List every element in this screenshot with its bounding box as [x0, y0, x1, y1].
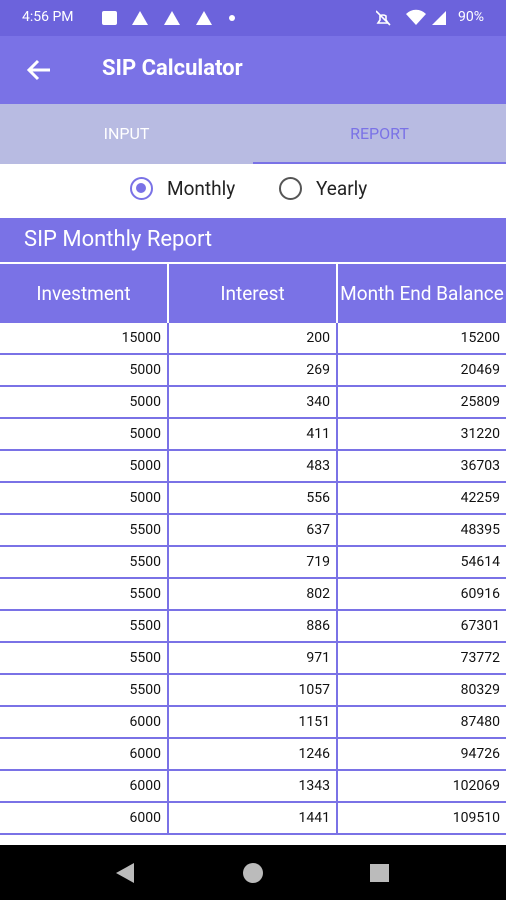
- table-cell: 886: [169, 611, 338, 641]
- table-row: 5000 340 25809: [0, 387, 506, 419]
- radio-monthly[interactable]: Monthly: [130, 177, 235, 200]
- app-bar: SIP Calculator: [0, 36, 506, 104]
- table-cell: 1057: [169, 675, 338, 705]
- app-title: SIP Calculator: [102, 56, 243, 81]
- table-cell: 637: [169, 515, 338, 545]
- table-cell: 5500: [0, 675, 169, 705]
- table-cell: 48395: [460, 522, 500, 538]
- radio-yearly[interactable]: Yearly: [279, 177, 367, 200]
- period-selector: Monthly Yearly: [0, 164, 506, 218]
- table-cell: 6000: [0, 707, 169, 737]
- table-cell: 87480: [460, 714, 500, 730]
- table-cell: 67301: [460, 618, 500, 634]
- table-cell: 73772: [460, 650, 500, 666]
- table-row: 5500 719 54614: [0, 547, 506, 579]
- nav-home[interactable]: [243, 863, 263, 883]
- radio-checked: [130, 177, 153, 200]
- table-cell: 1441: [169, 803, 338, 833]
- table-row: 6000 1343 102069: [0, 771, 506, 803]
- table-cell: 1151: [169, 707, 338, 737]
- table-cell: 6000: [0, 739, 169, 769]
- table-cell: 5500: [0, 515, 169, 545]
- table-row: 5000 483 36703: [0, 451, 506, 483]
- table-cell: 109510: [452, 810, 500, 826]
- table-cell: 5500: [0, 579, 169, 609]
- radio-unchecked: [279, 177, 302, 200]
- table-cell: 31220: [460, 426, 500, 442]
- table-cell: 5000: [0, 483, 169, 513]
- table-row: 6000 1151 87480: [0, 707, 506, 739]
- table-header: Investment Interest Month End Balance: [0, 262, 506, 323]
- table-cell: 20469: [460, 362, 500, 378]
- system-icons: [376, 9, 446, 26]
- table-row: 5500 971 73772: [0, 643, 506, 675]
- table-cell: 6000: [0, 771, 169, 801]
- table-cell: 5000: [0, 451, 169, 481]
- table-row: 15000 200 15200: [0, 323, 506, 355]
- back-button[interactable]: [26, 58, 52, 82]
- status-bar: 4:56 PM 90%: [0, 0, 506, 36]
- nav-buttons: [116, 863, 389, 883]
- notification-icons: [102, 11, 212, 25]
- table-cell: 15200: [460, 330, 500, 346]
- table-cell: 1246: [169, 739, 338, 769]
- table-cell: 36703: [460, 458, 500, 474]
- table-row: 5500 886 67301: [0, 611, 506, 643]
- table-cell: 5500: [0, 547, 169, 577]
- table-cell: 102069: [452, 778, 500, 794]
- table-cell: 54614: [460, 554, 500, 570]
- tab-bar: INPUT REPORT: [0, 104, 506, 164]
- table-row: 5000 269 20469: [0, 355, 506, 387]
- table-cell: 483: [169, 451, 338, 481]
- table-cell: 411: [169, 419, 338, 449]
- table-cell: 6000: [0, 803, 169, 833]
- table-cell: 971: [169, 643, 338, 673]
- table-cell: 5000: [0, 387, 169, 417]
- table-cell: 5000: [0, 419, 169, 449]
- tab-report[interactable]: REPORT: [253, 104, 506, 164]
- dot: [229, 15, 235, 21]
- table-cell: 719: [169, 547, 338, 577]
- table-cell: 5500: [0, 643, 169, 673]
- table-cell: 5500: [0, 611, 169, 641]
- radio-label: Yearly: [316, 177, 368, 200]
- report-title: SIP Monthly Report: [0, 218, 506, 262]
- table-cell: 340: [169, 387, 338, 417]
- table-cell: 25809: [460, 394, 500, 410]
- table-row: 5500 802 60916: [0, 579, 506, 611]
- nav-recents[interactable]: [370, 864, 389, 882]
- table-row: 6000 1246 94726: [0, 739, 506, 771]
- table-cell: 802: [169, 579, 338, 609]
- table-cell: 1343: [169, 771, 338, 801]
- table-row: 5000 556 42259: [0, 483, 506, 515]
- column-header: Investment: [0, 264, 169, 323]
- table-cell: 269: [169, 355, 338, 385]
- tab-input[interactable]: INPUT: [103, 124, 150, 143]
- table-row: 5000 411 31220: [0, 419, 506, 451]
- navigation-bar: [0, 845, 506, 900]
- column-header: Month End Balance: [340, 281, 504, 305]
- table-row: 5500 1057 80329: [0, 675, 506, 707]
- radio-label: Monthly: [167, 177, 236, 200]
- table-cell: 200: [169, 323, 338, 353]
- table-cell: 60916: [460, 586, 500, 602]
- table-cell: 80329: [460, 682, 500, 698]
- table-row: 5500 637 48395: [0, 515, 506, 547]
- table-cell: 5000: [0, 355, 169, 385]
- table-cell: 42259: [460, 490, 500, 506]
- table-body: 15000 200 15200 5000 269 20469 5000 340 25809 500…: [0, 323, 506, 845]
- table-cell: 94726: [460, 746, 500, 762]
- table-row: 6000 1441 109510: [0, 803, 506, 835]
- battery-level: 90%: [458, 9, 484, 25]
- nav-back[interactable]: [116, 863, 134, 883]
- table-cell: 556: [169, 483, 338, 513]
- clock: 4:56 PM: [22, 9, 74, 25]
- column-header: Interest: [169, 264, 338, 323]
- table-cell: 15000: [0, 323, 169, 353]
